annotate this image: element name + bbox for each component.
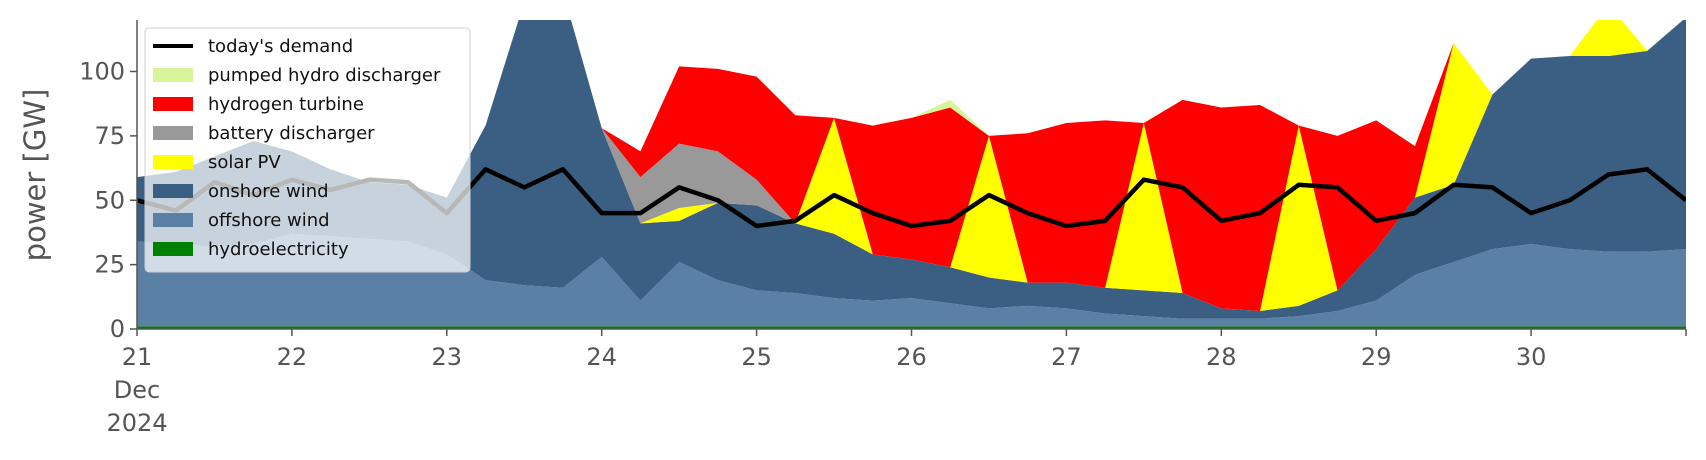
legend-label-offshore-wind: offshore wind	[208, 210, 330, 231]
legend-label-pumped-hydro-discharger: pumped hydro discharger	[208, 65, 441, 86]
x-tick-label: 28	[1206, 343, 1237, 371]
x-tick-label: 23	[432, 343, 463, 371]
x-tick-label: 30	[1516, 343, 1547, 371]
legend-label-solar-pv: solar PV	[208, 152, 281, 173]
y-axis-label: power [GW]	[18, 89, 52, 262]
area-offshore-wind	[137, 233, 1686, 327]
legend-swatch-onshore-wind	[153, 184, 193, 198]
x-tick-label: 22	[277, 343, 308, 371]
legend-swatch-offshore-wind	[153, 213, 193, 227]
legend-label-hydroelectricity: hydroelectricity	[208, 239, 349, 260]
y-tick-label: 25	[94, 251, 125, 279]
legend-label-onshore-wind: onshore wind	[208, 181, 329, 202]
area-hydrogen-turbine	[137, 20, 1684, 311]
legend-swatch-hydroelectricity	[153, 242, 193, 256]
legend-label-hydrogen-turbine: hydrogen turbine	[208, 94, 364, 115]
legend-label-today-s-demand: today's demand	[208, 36, 353, 57]
legend-swatch-solar-pv	[153, 155, 193, 169]
x-tick-label: 25	[741, 343, 772, 371]
x-tick-label: 27	[1051, 343, 1082, 371]
legend-label-battery-discharger: battery discharger	[208, 123, 375, 144]
x-tick-label: 29	[1361, 343, 1392, 371]
y-tick-label: 100	[79, 58, 125, 86]
y-tick-label: 0	[110, 315, 125, 343]
y-tick-label: 50	[94, 186, 125, 214]
x-tick-label: 21 Dec 2024	[106, 343, 167, 437]
y-tick-label: 75	[94, 122, 125, 150]
legend-frame	[144, 27, 471, 273]
x-tick-label: 26	[896, 343, 927, 371]
chart-legend: today's demand pumped hydro discharger hyd…	[144, 27, 471, 273]
legend-swatch-hydrogen-turbine	[153, 97, 193, 111]
x-tick-label: 24	[586, 343, 617, 371]
legend-swatch-pumped-hydro-discharger	[153, 68, 193, 82]
axes: 0 25 50 75 100 21 Dec 2024 22 23 24 25 26 27 28 29 30	[79, 20, 1687, 437]
legend-swatch-battery-discharger	[153, 126, 193, 140]
area-onshore-wind	[137, 20, 1686, 319]
area-solar-pv	[137, 20, 1684, 311]
